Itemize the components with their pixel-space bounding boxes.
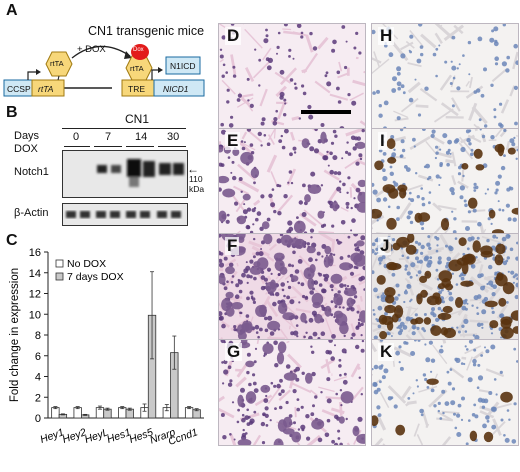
day-14-label: 14 xyxy=(135,131,148,143)
actin-row-label: β-Actin xyxy=(14,207,49,219)
tissue-image xyxy=(219,340,365,445)
y-tick-label: 4 xyxy=(35,372,41,384)
bar-no-dox xyxy=(73,407,82,419)
marker-value: 110 xyxy=(189,174,203,184)
micrograph-i: I xyxy=(371,128,519,235)
day-30-label: 30 xyxy=(167,131,180,143)
micrograph-letter: G xyxy=(225,342,243,361)
micrograph-letter: K xyxy=(378,342,395,361)
y-tick-label: 8 xyxy=(35,330,41,342)
blot-group-line xyxy=(62,128,186,129)
tissue-image xyxy=(372,24,518,129)
micrograph-letter: D xyxy=(225,26,242,45)
micrograph-letter: J xyxy=(378,236,392,255)
scale-bar xyxy=(301,110,351,114)
tissue-image xyxy=(372,234,518,339)
protein-rtta-1-label: rtTA xyxy=(50,59,64,68)
bar-no-dox xyxy=(184,407,194,419)
micrograph-e: E xyxy=(218,128,366,235)
notch1-blot xyxy=(62,150,188,198)
dox-bubble xyxy=(131,44,149,60)
day-14-line xyxy=(126,146,154,147)
actin-blot xyxy=(62,203,188,226)
product-n1icd-box xyxy=(165,56,201,75)
tissue-image xyxy=(219,24,365,129)
tissue-image xyxy=(372,129,518,234)
micrograph-f: F xyxy=(218,233,366,340)
panel-c-letter: C xyxy=(6,232,18,249)
day-0-label: 0 xyxy=(73,131,80,143)
y-axis-label: Fold change in expression xyxy=(9,268,21,402)
notch1-row-label: Notch1 xyxy=(14,166,49,178)
blot-group-label: CN1 xyxy=(125,112,150,126)
y-tick-label: 10 xyxy=(29,309,41,321)
gene-rtta-box xyxy=(31,79,65,97)
promoter-ccsp-label: CCSP xyxy=(7,84,31,94)
day-0-line xyxy=(64,146,90,147)
gene-rtta-label: rtTA xyxy=(38,84,54,94)
legend-swatch xyxy=(55,259,64,268)
day-7-line xyxy=(94,146,122,147)
micrograph-letter: I xyxy=(378,131,387,150)
micrograph-j: J xyxy=(371,233,519,340)
gene-nicd1-label: NICD1 xyxy=(163,84,189,94)
legend-label: 7 days DOX xyxy=(67,271,124,283)
protein-rtta-2-label: rtTA xyxy=(130,64,144,73)
panel-b-letter: B xyxy=(6,104,18,121)
micrograph-d: D xyxy=(218,23,366,130)
y-tick-label: 14 xyxy=(29,268,41,280)
micrograph-h: H xyxy=(371,23,519,130)
day-7-label: 7 xyxy=(105,131,112,143)
marker-arrow: ← xyxy=(187,162,199,176)
micrograph-letter: F xyxy=(225,236,240,255)
micrograph-g: G xyxy=(218,339,366,446)
days-label: Days xyxy=(14,130,40,142)
marker-unit: kDa xyxy=(189,184,205,194)
gene-nicd1-box xyxy=(153,79,205,97)
bar-no-dox xyxy=(118,407,127,419)
product-n1icd-label: N1ICD xyxy=(170,61,196,71)
day-30-line xyxy=(158,146,186,147)
legend-label: No DOX xyxy=(67,258,106,270)
protein-rtta-1 xyxy=(45,51,73,77)
panel-a-diagram xyxy=(3,44,205,97)
micrograph-letter: H xyxy=(378,26,395,45)
micrograph-letter: E xyxy=(225,131,241,150)
y-tick-label: 12 xyxy=(29,289,41,301)
micrograph-k: K xyxy=(371,339,519,446)
legend-swatch xyxy=(55,272,64,281)
y-tick-label: 16 xyxy=(29,247,41,259)
y-tick-label: 2 xyxy=(35,392,41,404)
tissue-image xyxy=(372,340,518,445)
panel-a-title: CN1 transgenic mice xyxy=(88,24,205,38)
panel-a-letter: A xyxy=(6,2,18,19)
dox-label: DOX xyxy=(14,143,38,155)
y-tick-label: 0 xyxy=(35,413,41,425)
notch1-blot-bands xyxy=(97,159,184,187)
tissue-image xyxy=(219,234,365,339)
tissue-image xyxy=(219,129,365,234)
promoter-tre-label: TRE xyxy=(128,84,145,94)
y-tick-label: 6 xyxy=(35,351,41,363)
dox-bubble-label: Dox xyxy=(133,47,144,53)
bar-no-dox xyxy=(51,407,60,419)
dox-treatment-label: + DOX xyxy=(77,44,106,55)
actin-blot-bands xyxy=(66,211,181,218)
